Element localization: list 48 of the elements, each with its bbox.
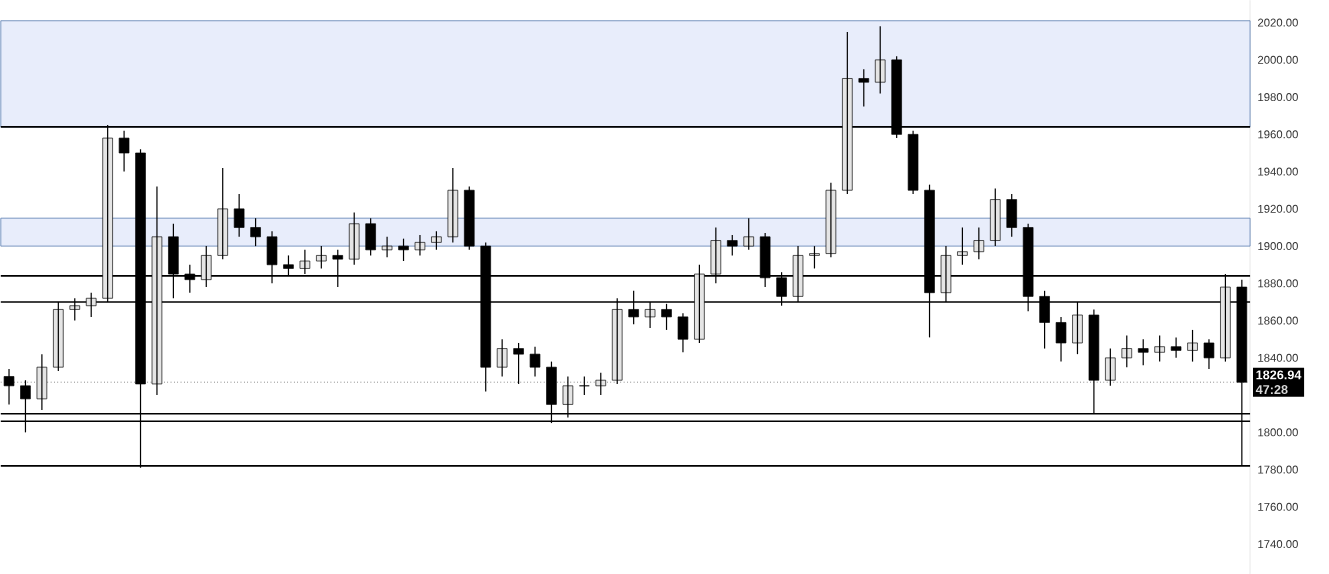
y-tick-label: 2020.00 xyxy=(1258,18,1298,27)
y-tick-label: 1740.00 xyxy=(1258,540,1298,549)
candlestick xyxy=(529,346,541,377)
candlestick xyxy=(348,211,360,266)
y-tick-label: 1940.00 xyxy=(1258,167,1298,176)
candlestick xyxy=(1137,338,1149,366)
candlestick xyxy=(858,68,870,107)
y-tick-label: 1760.00 xyxy=(1258,502,1298,511)
y-tick-label: 1960.00 xyxy=(1258,130,1298,139)
candlestick xyxy=(316,245,327,269)
candlestick xyxy=(464,185,475,251)
y-tick-label: 1920.00 xyxy=(1258,204,1298,213)
candlestick xyxy=(677,312,689,353)
candlestick xyxy=(727,234,738,256)
candlestick xyxy=(1170,336,1182,359)
candlestick xyxy=(1121,334,1133,368)
candlestick xyxy=(957,226,968,266)
y-tick-label: 1780.00 xyxy=(1258,465,1298,474)
candlestick xyxy=(414,234,426,256)
candlestick xyxy=(1203,338,1215,370)
candlestick xyxy=(3,368,15,405)
candlestick xyxy=(874,25,886,94)
candlestick xyxy=(447,167,459,243)
candlestick xyxy=(1055,316,1067,363)
text: 47:28 xyxy=(1255,384,1288,394)
y-tick-label: 2000.00 xyxy=(1258,55,1298,64)
candlestick xyxy=(431,230,442,251)
candlestick xyxy=(496,338,508,377)
candlestick xyxy=(973,226,985,260)
candlestick xyxy=(743,217,754,251)
candlestick xyxy=(1154,334,1165,363)
candlestick xyxy=(217,167,228,260)
y-tick-label: 1900.00 xyxy=(1258,242,1298,251)
candlestick xyxy=(118,129,130,173)
candlestick xyxy=(250,217,261,247)
y-tick-label: 1800.00 xyxy=(1258,428,1298,437)
y-tick-label: 1860.00 xyxy=(1258,316,1298,325)
y-tick-label: 1840.00 xyxy=(1258,353,1298,362)
candlestick xyxy=(1187,329,1198,363)
candlestick xyxy=(398,237,409,262)
y-tick-label: 1880.00 xyxy=(1258,279,1298,288)
candlestick xyxy=(381,236,393,258)
candlestick xyxy=(1006,193,1017,238)
candlestick xyxy=(365,217,376,256)
ref-line-label: 1826.94 xyxy=(1256,370,1302,380)
candlestick xyxy=(809,245,820,269)
candlestick xyxy=(990,187,1001,247)
y-tick-label: 1980.00 xyxy=(1258,93,1298,102)
